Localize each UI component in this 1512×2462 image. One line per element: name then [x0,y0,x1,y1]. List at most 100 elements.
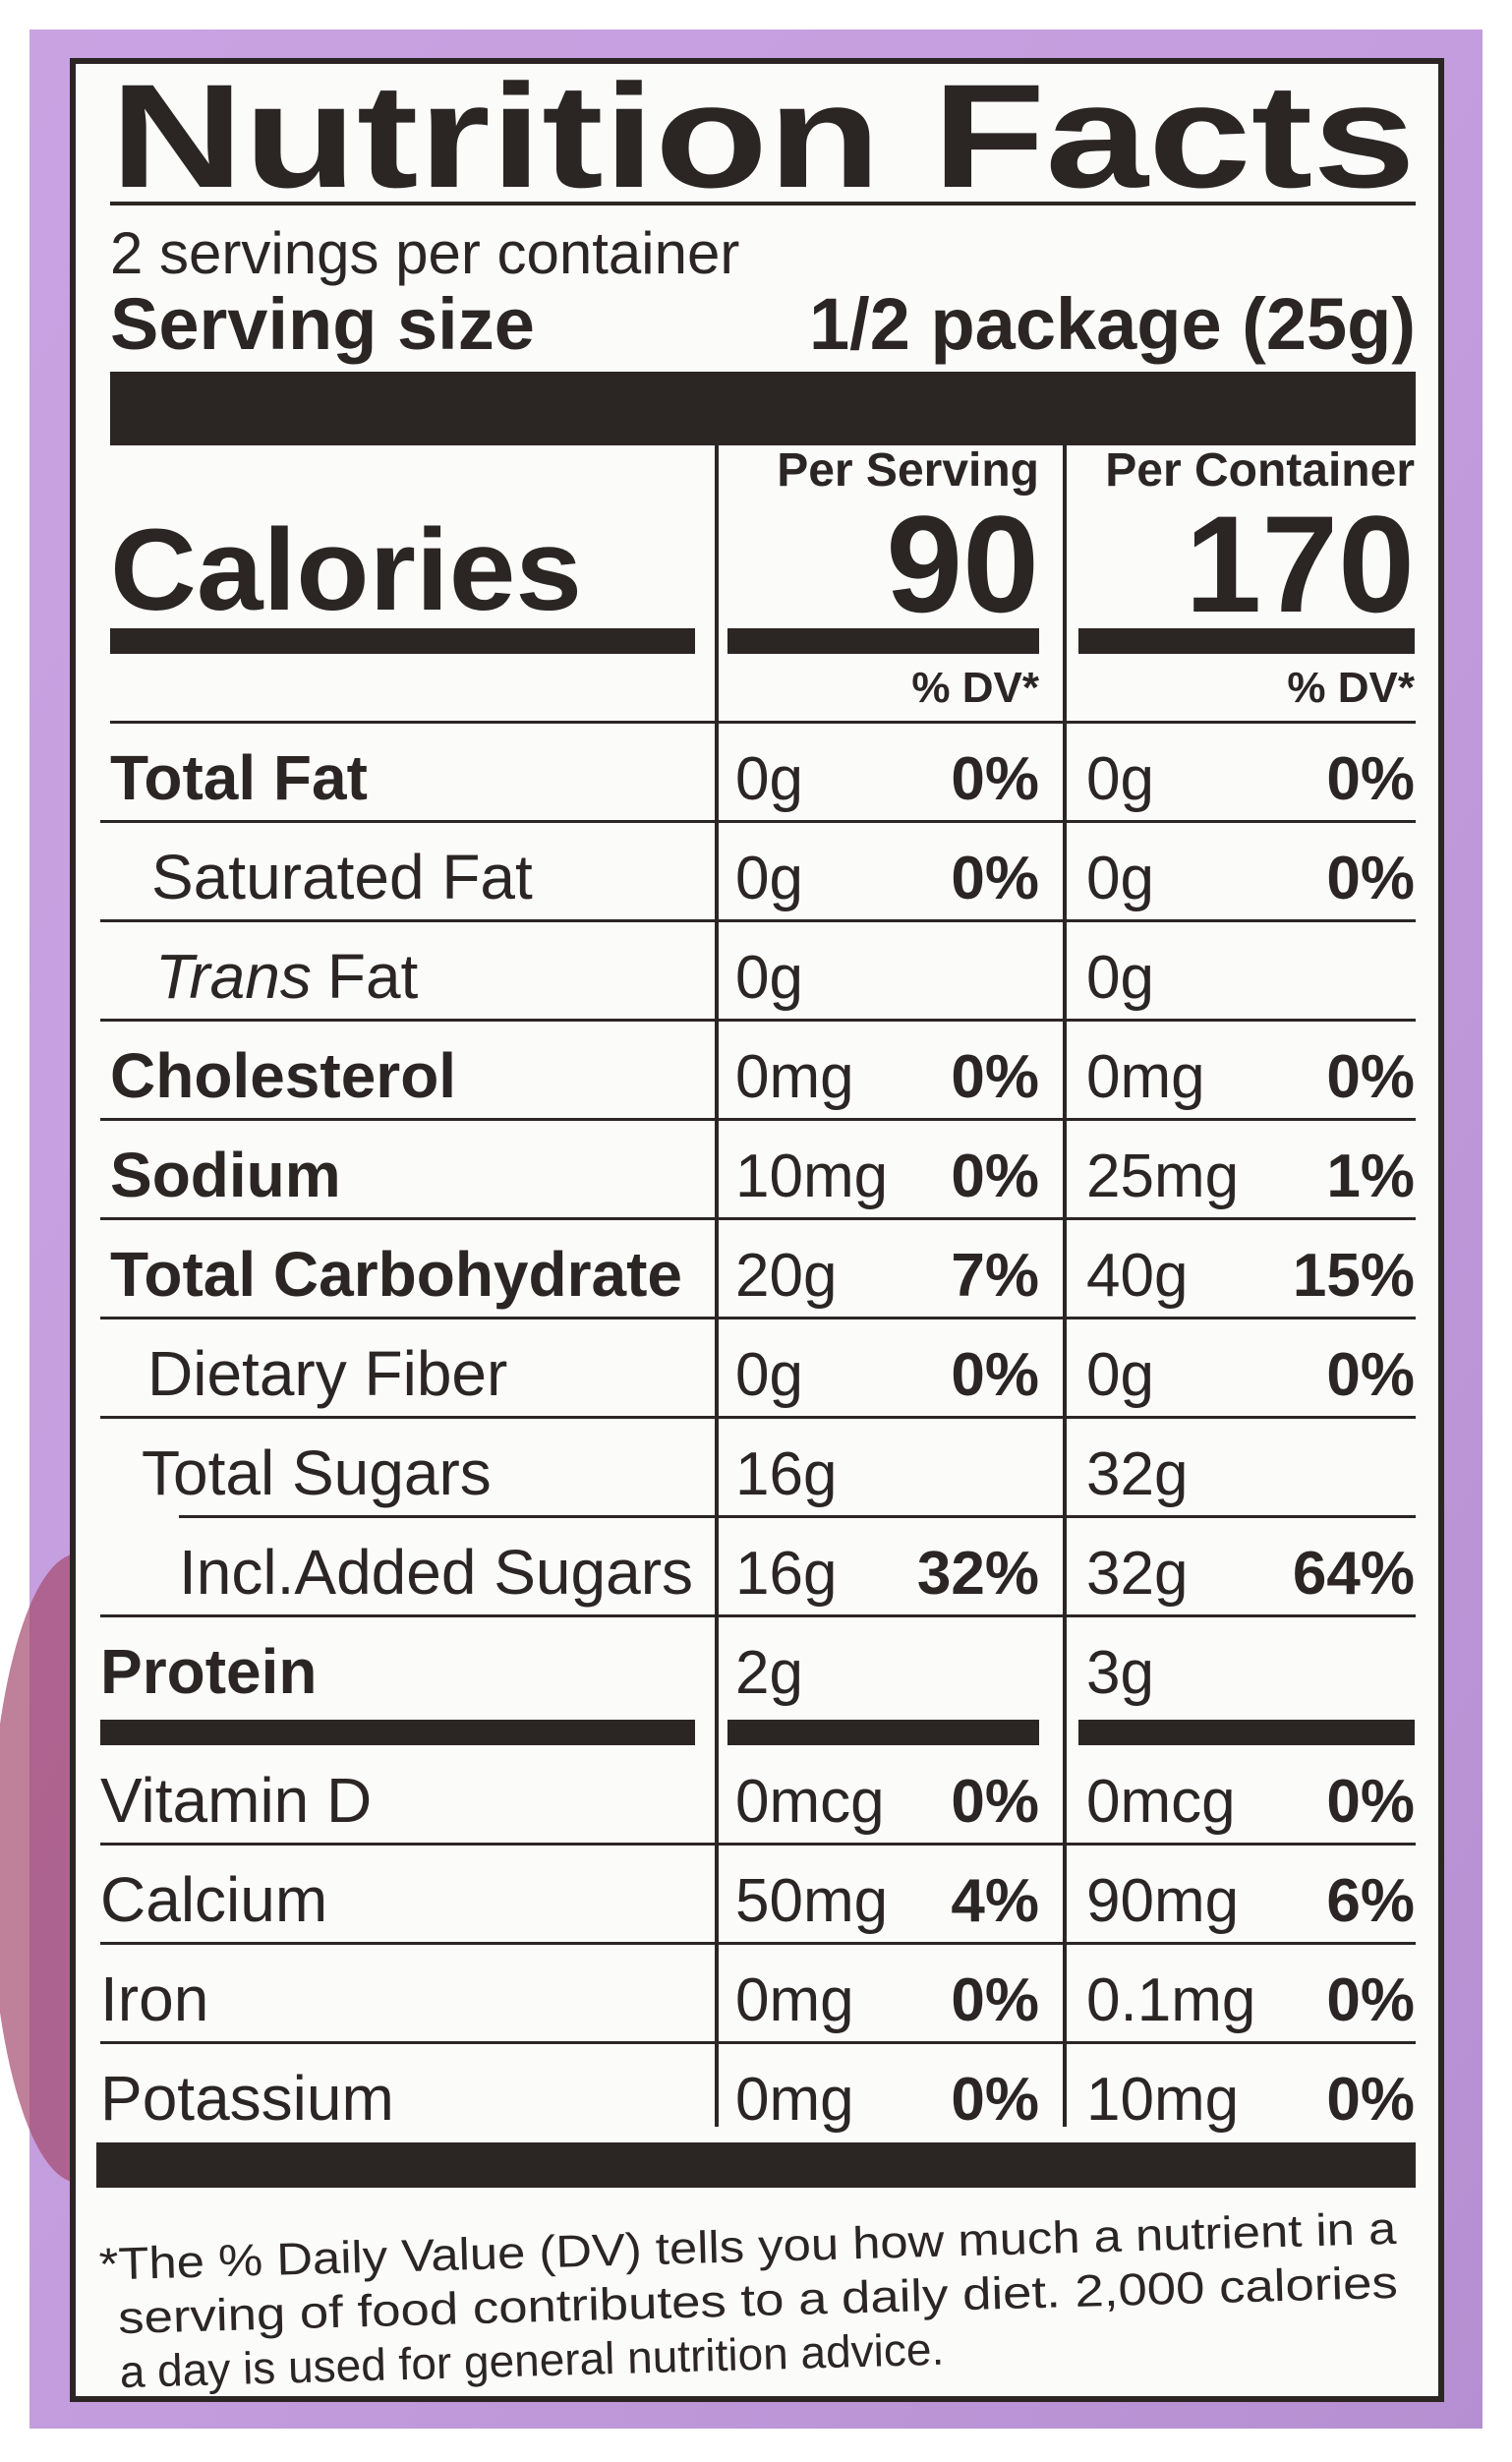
amount: 0g [735,944,803,1012]
rule [100,820,1416,823]
amount: 2g [735,1639,803,1707]
thick-bar [110,628,695,654]
rule [100,1217,1416,1220]
amount: 0g [1086,745,1154,813]
calories-value: 170 [1185,487,1415,641]
amount: 16g [735,1440,837,1508]
footnote: *The % Daily Value (DV) tells you how mu… [98,2202,1398,2397]
amount: 0g [735,745,803,813]
nutrient-name: Total Fat [110,742,368,813]
title: Nutrition Facts [110,53,1416,218]
daily-value: 0% [1326,1768,1415,1836]
rule [179,1515,1416,1518]
daily-value: 6% [1326,1867,1415,1935]
dv-heading: % DV* [911,664,1039,712]
daily-value: 0% [1326,1966,1415,2034]
daily-value: 4% [951,1867,1039,1935]
amount: 90mg [1086,1867,1239,1935]
calories-value: 90 [886,487,1039,641]
nutrient-name: Dietary Fiber [147,1338,507,1409]
amount: 0mg [735,1043,854,1111]
nutrient-name: Trans Fat [155,941,419,1012]
calories-label: Calories [110,505,582,635]
rule [100,1614,1416,1617]
column-heading: Per Serving [777,444,1039,497]
serving-size-value: 1/2 package (25g) [809,283,1416,365]
rule [100,2041,1416,2044]
amount: 0mg [1086,1043,1205,1111]
thick-bar [1078,628,1415,654]
daily-value: 0% [1326,1043,1415,1111]
nutrient-name: Fat [327,941,419,1012]
amount: 0g [1086,1341,1154,1409]
nutrient-name: Calcium [100,1864,327,1935]
column-heading: Per Container [1105,444,1415,497]
rule [100,1019,1416,1022]
daily-value: 0% [951,2066,1039,2134]
rule [100,1317,1416,1319]
thick-bar [727,628,1039,654]
rule [110,721,1416,724]
amount: 32g [1086,1540,1188,1608]
nutrient-name-italic: Trans [155,941,312,1012]
amount: 10mg [735,1143,888,1210]
thick-bar [110,372,1416,445]
daily-value: 0% [1326,1341,1415,1409]
daily-value: 0% [951,1143,1039,1210]
amount: 0mg [735,2066,854,2134]
daily-value: 0% [951,845,1039,912]
rule [100,1416,1416,1419]
amount: 0mg [735,1966,854,2034]
daily-value: 0% [951,1341,1039,1409]
rule [100,1118,1416,1121]
thick-bar [96,2142,1416,2188]
daily-value: 0% [1326,2066,1415,2134]
amount: 16g [735,1540,837,1608]
amount: 0g [1086,944,1154,1012]
daily-value: 0% [951,1043,1039,1111]
nutrient-name: Cholesterol [110,1040,456,1111]
title-rule [110,202,1416,205]
amount: 0mcg [735,1768,885,1836]
nutrient-name: Sodium [110,1140,341,1210]
amount: 20g [735,1242,837,1310]
daily-value: 0% [1326,845,1415,912]
rule [100,1843,1416,1846]
nutrient-name: Total Sugars [142,1437,492,1508]
amount: 0g [735,1341,803,1409]
amount: 0g [735,845,803,912]
nutrient-name: Potassium [100,2063,394,2134]
nutrient-name: Iron [100,1964,208,2034]
daily-value: 0% [951,1768,1039,1836]
amount: 10mg [1086,2066,1239,2134]
amount: 3g [1086,1639,1154,1707]
daily-value: 32% [917,1540,1039,1608]
column-divider [715,445,719,2127]
nutrient-name: Saturated Fat [151,842,533,912]
nutrient-name: Incl.Added Sugars [179,1537,693,1608]
amount: 0.1mg [1086,1966,1255,2034]
amount: 50mg [735,1867,888,1935]
amount: 25mg [1086,1143,1239,1210]
nutrient-name: Total Carbohydrate [110,1239,682,1310]
servings: 2 servings per container [110,220,739,286]
amount: 32g [1086,1440,1188,1508]
daily-value: 0% [951,745,1039,813]
nutrient-name: Vitamin D [100,1765,372,1836]
rule [100,919,1416,922]
serving-size-label: Serving size [110,283,535,365]
thick-bar [727,1720,1039,1745]
daily-value: 15% [1293,1242,1415,1310]
amount: 40g [1086,1242,1188,1310]
daily-value: 64% [1293,1540,1415,1608]
dv-heading: % DV* [1287,664,1415,712]
daily-value: 1% [1326,1143,1415,1210]
daily-value: 0% [951,1966,1039,2034]
thick-bar [100,1720,695,1745]
daily-value: 7% [951,1242,1039,1310]
thick-bar [1078,1720,1415,1745]
label-panel [70,58,1444,2402]
